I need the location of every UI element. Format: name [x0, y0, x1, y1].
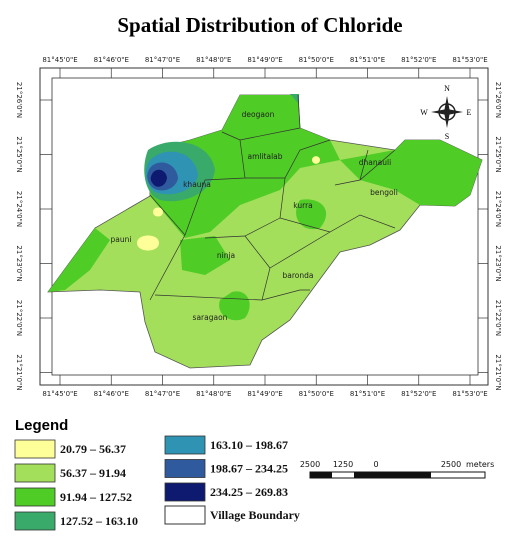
compass-e: E	[467, 108, 472, 117]
longitude-label: 81°50'0"E	[299, 56, 334, 64]
legend-label: 163.10 – 198.67	[210, 438, 288, 452]
boundary	[154, 294, 263, 301]
legend-label: 234.25 – 269.83	[210, 485, 288, 499]
village-label: khauna	[183, 180, 211, 189]
longitude-label: 81°48'0"E	[196, 56, 231, 64]
boundary	[149, 194, 186, 236]
village-label: bengoli	[370, 188, 398, 197]
longitude-label: 81°51'0"E	[350, 390, 385, 398]
latitude-label: 21°25'0"N	[15, 136, 23, 172]
village-label: dhanauli	[359, 158, 391, 167]
village-label: ninja	[217, 251, 235, 260]
legend-label: 198.67 – 234.25	[210, 462, 288, 476]
village-label: saragaon	[193, 313, 228, 322]
legend-swatch	[14, 463, 56, 483]
chloride-zone	[153, 207, 163, 217]
longitude-label: 81°52'0"E	[401, 56, 436, 64]
legend-swatch	[14, 439, 56, 459]
legend-swatch	[164, 505, 206, 525]
longitude-label: 81°47'0"E	[145, 390, 180, 398]
chloride-zone	[48, 228, 110, 292]
longitude-label: 81°53'0"E	[452, 390, 487, 398]
legend-label: 127.52 – 163.10	[60, 514, 138, 528]
scale-unit: meters	[466, 460, 494, 469]
boundary	[297, 94, 301, 129]
legend-swatch	[14, 511, 56, 531]
longitude-label: 81°49'0"E	[247, 56, 282, 64]
longitude-label: 81°46'0"E	[94, 390, 129, 398]
outer-frame	[39, 67, 489, 386]
chloride-zone	[290, 94, 299, 104]
village-label: amlitalab	[247, 152, 282, 161]
latitude-label: 21°24'0"N	[15, 191, 23, 227]
latitude-label: 21°24'0"N	[494, 191, 502, 227]
legend-swatch	[164, 482, 206, 502]
village-label: deogaon	[242, 110, 275, 119]
village-boundaries	[149, 94, 396, 301]
latitude-label: 21°23'0"N	[15, 245, 23, 281]
compass-n: N	[444, 84, 450, 93]
latitude-label: 21°21'0"N	[15, 354, 23, 390]
chloride-zone	[180, 236, 230, 275]
longitude-label: 81°48'0"E	[196, 390, 231, 398]
compass-s: S	[445, 132, 449, 141]
legend-label: 91.94 – 127.52	[60, 490, 132, 504]
latitude-label: 21°25'0"N	[494, 136, 502, 172]
scale-segment	[376, 472, 431, 478]
scale-label: 2500	[441, 460, 461, 469]
map-title: Spatial Distribution of Chloride	[117, 13, 402, 37]
scale-label: 2500	[300, 460, 320, 469]
scale-segment	[310, 472, 332, 478]
longitude-label: 81°50'0"E	[299, 390, 334, 398]
boundary	[245, 139, 331, 179]
scale-segment	[354, 472, 376, 478]
boundary	[149, 234, 186, 301]
chloride-zone	[296, 199, 327, 230]
legend-swatch	[14, 487, 56, 507]
boundary	[184, 139, 246, 236]
longitude-label: 81°46'0"E	[94, 56, 129, 64]
village-label: pauni	[111, 235, 132, 244]
latitude-label: 21°26'0"N	[15, 82, 23, 118]
chloride-zone	[150, 169, 167, 187]
compass-needle	[431, 109, 463, 115]
longitude-label: 81°51'0"E	[350, 56, 385, 64]
chloride-zone	[137, 235, 159, 251]
longitude-label: 81°45'0"E	[42, 56, 77, 64]
boundary	[359, 149, 369, 181]
chloride-zone	[312, 156, 320, 164]
longitude-label: 81°47'0"E	[145, 56, 180, 64]
longitude-label: 81°53'0"E	[452, 56, 487, 64]
latitude-label: 21°26'0"N	[494, 82, 502, 118]
longitude-label: 81°49'0"E	[247, 390, 282, 398]
latitude-label: 21°21'0"N	[494, 354, 502, 390]
map-area	[47, 94, 483, 369]
latitude-label: 21°22'0"N	[494, 300, 502, 336]
scale-label: 0	[373, 460, 378, 469]
longitude-label: 81°52'0"E	[401, 390, 436, 398]
longitude-label: 81°45'0"E	[42, 390, 77, 398]
legend-label: Village Boundary	[210, 508, 300, 522]
compass-w: W	[420, 108, 428, 117]
scale-bar	[309, 471, 486, 479]
legend-label: 20.79 – 56.37	[60, 442, 126, 456]
legend-swatch	[164, 435, 206, 455]
north-arrow: N E S W	[420, 84, 471, 141]
latitude-label: 21°22'0"N	[15, 300, 23, 336]
latitude-label: 21°23'0"N	[494, 245, 502, 281]
scale-label: 1250	[333, 460, 353, 469]
village-label: kurra	[293, 201, 313, 210]
legend-title: Legend	[15, 417, 68, 434]
chloride-zone	[340, 140, 482, 206]
village-label: baronda	[283, 271, 314, 280]
legend-label: 56.37 – 91.94	[60, 466, 126, 480]
legend-swatch	[164, 459, 206, 478]
boundary	[269, 231, 331, 269]
chloride-zone	[150, 95, 340, 238]
